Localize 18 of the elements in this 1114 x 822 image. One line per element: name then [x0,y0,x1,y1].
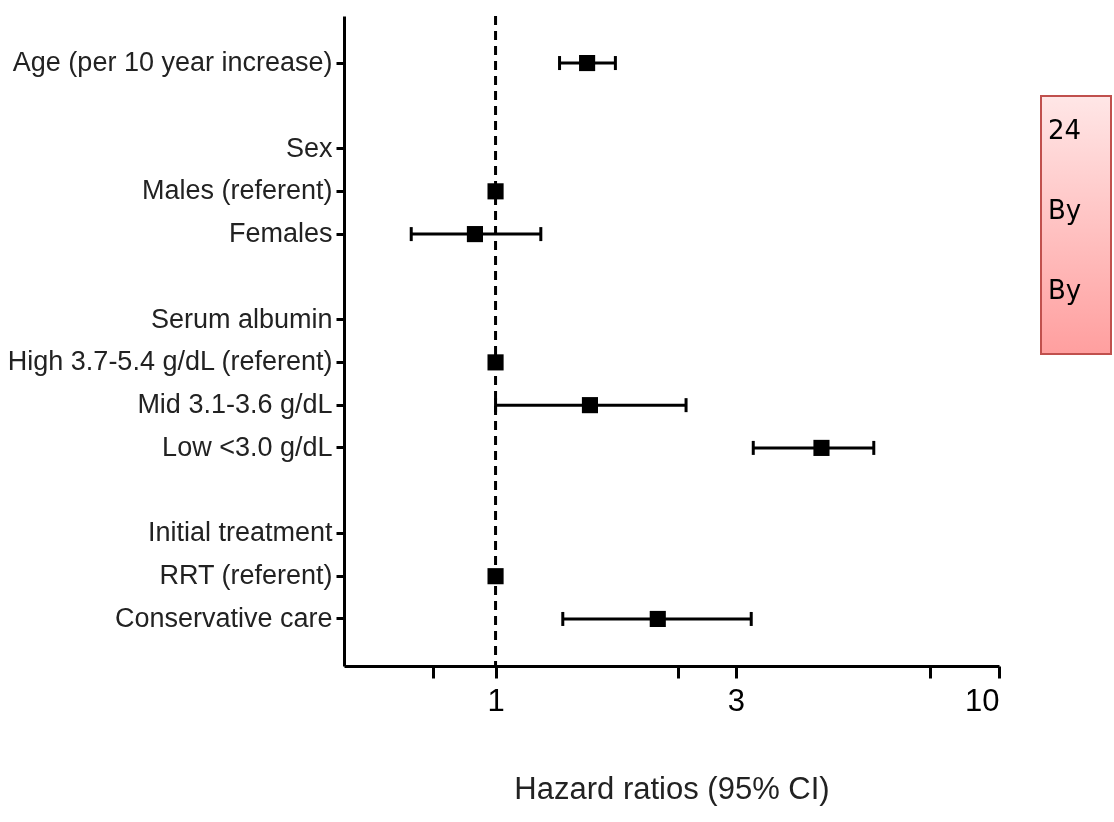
text: By [1048,275,1083,307]
y-tick-label: Males (referent) [141,175,333,206]
y-tick-label: RRT (referent) [159,560,333,591]
y-tick-label: Age (per 10 year increase) [12,47,333,78]
y-tick-label: High 3.7-5.4 g/dL (referent) [7,346,333,377]
y-tick-label: Serum albumin [150,303,333,334]
text: By [1048,195,1083,227]
y-tick-label: Initial treatment [147,517,333,548]
x-axis-title: Hazard ratios (95% CI) [514,770,830,806]
y-tick-label: Conservative care [114,602,333,633]
x-tick-label: 1 [487,682,505,718]
y-tick-label: Sex [285,132,333,163]
y-tick-label: Mid 3.1-3.6 g/dL [137,389,333,420]
text: 24 [1048,115,1083,147]
y-tick-label: Females [228,218,333,249]
x-tick-label: 3 [727,682,745,718]
x-tick-label: 10 [965,682,1000,718]
y-tick-label: Low <3.0 g/dL [162,431,333,462]
